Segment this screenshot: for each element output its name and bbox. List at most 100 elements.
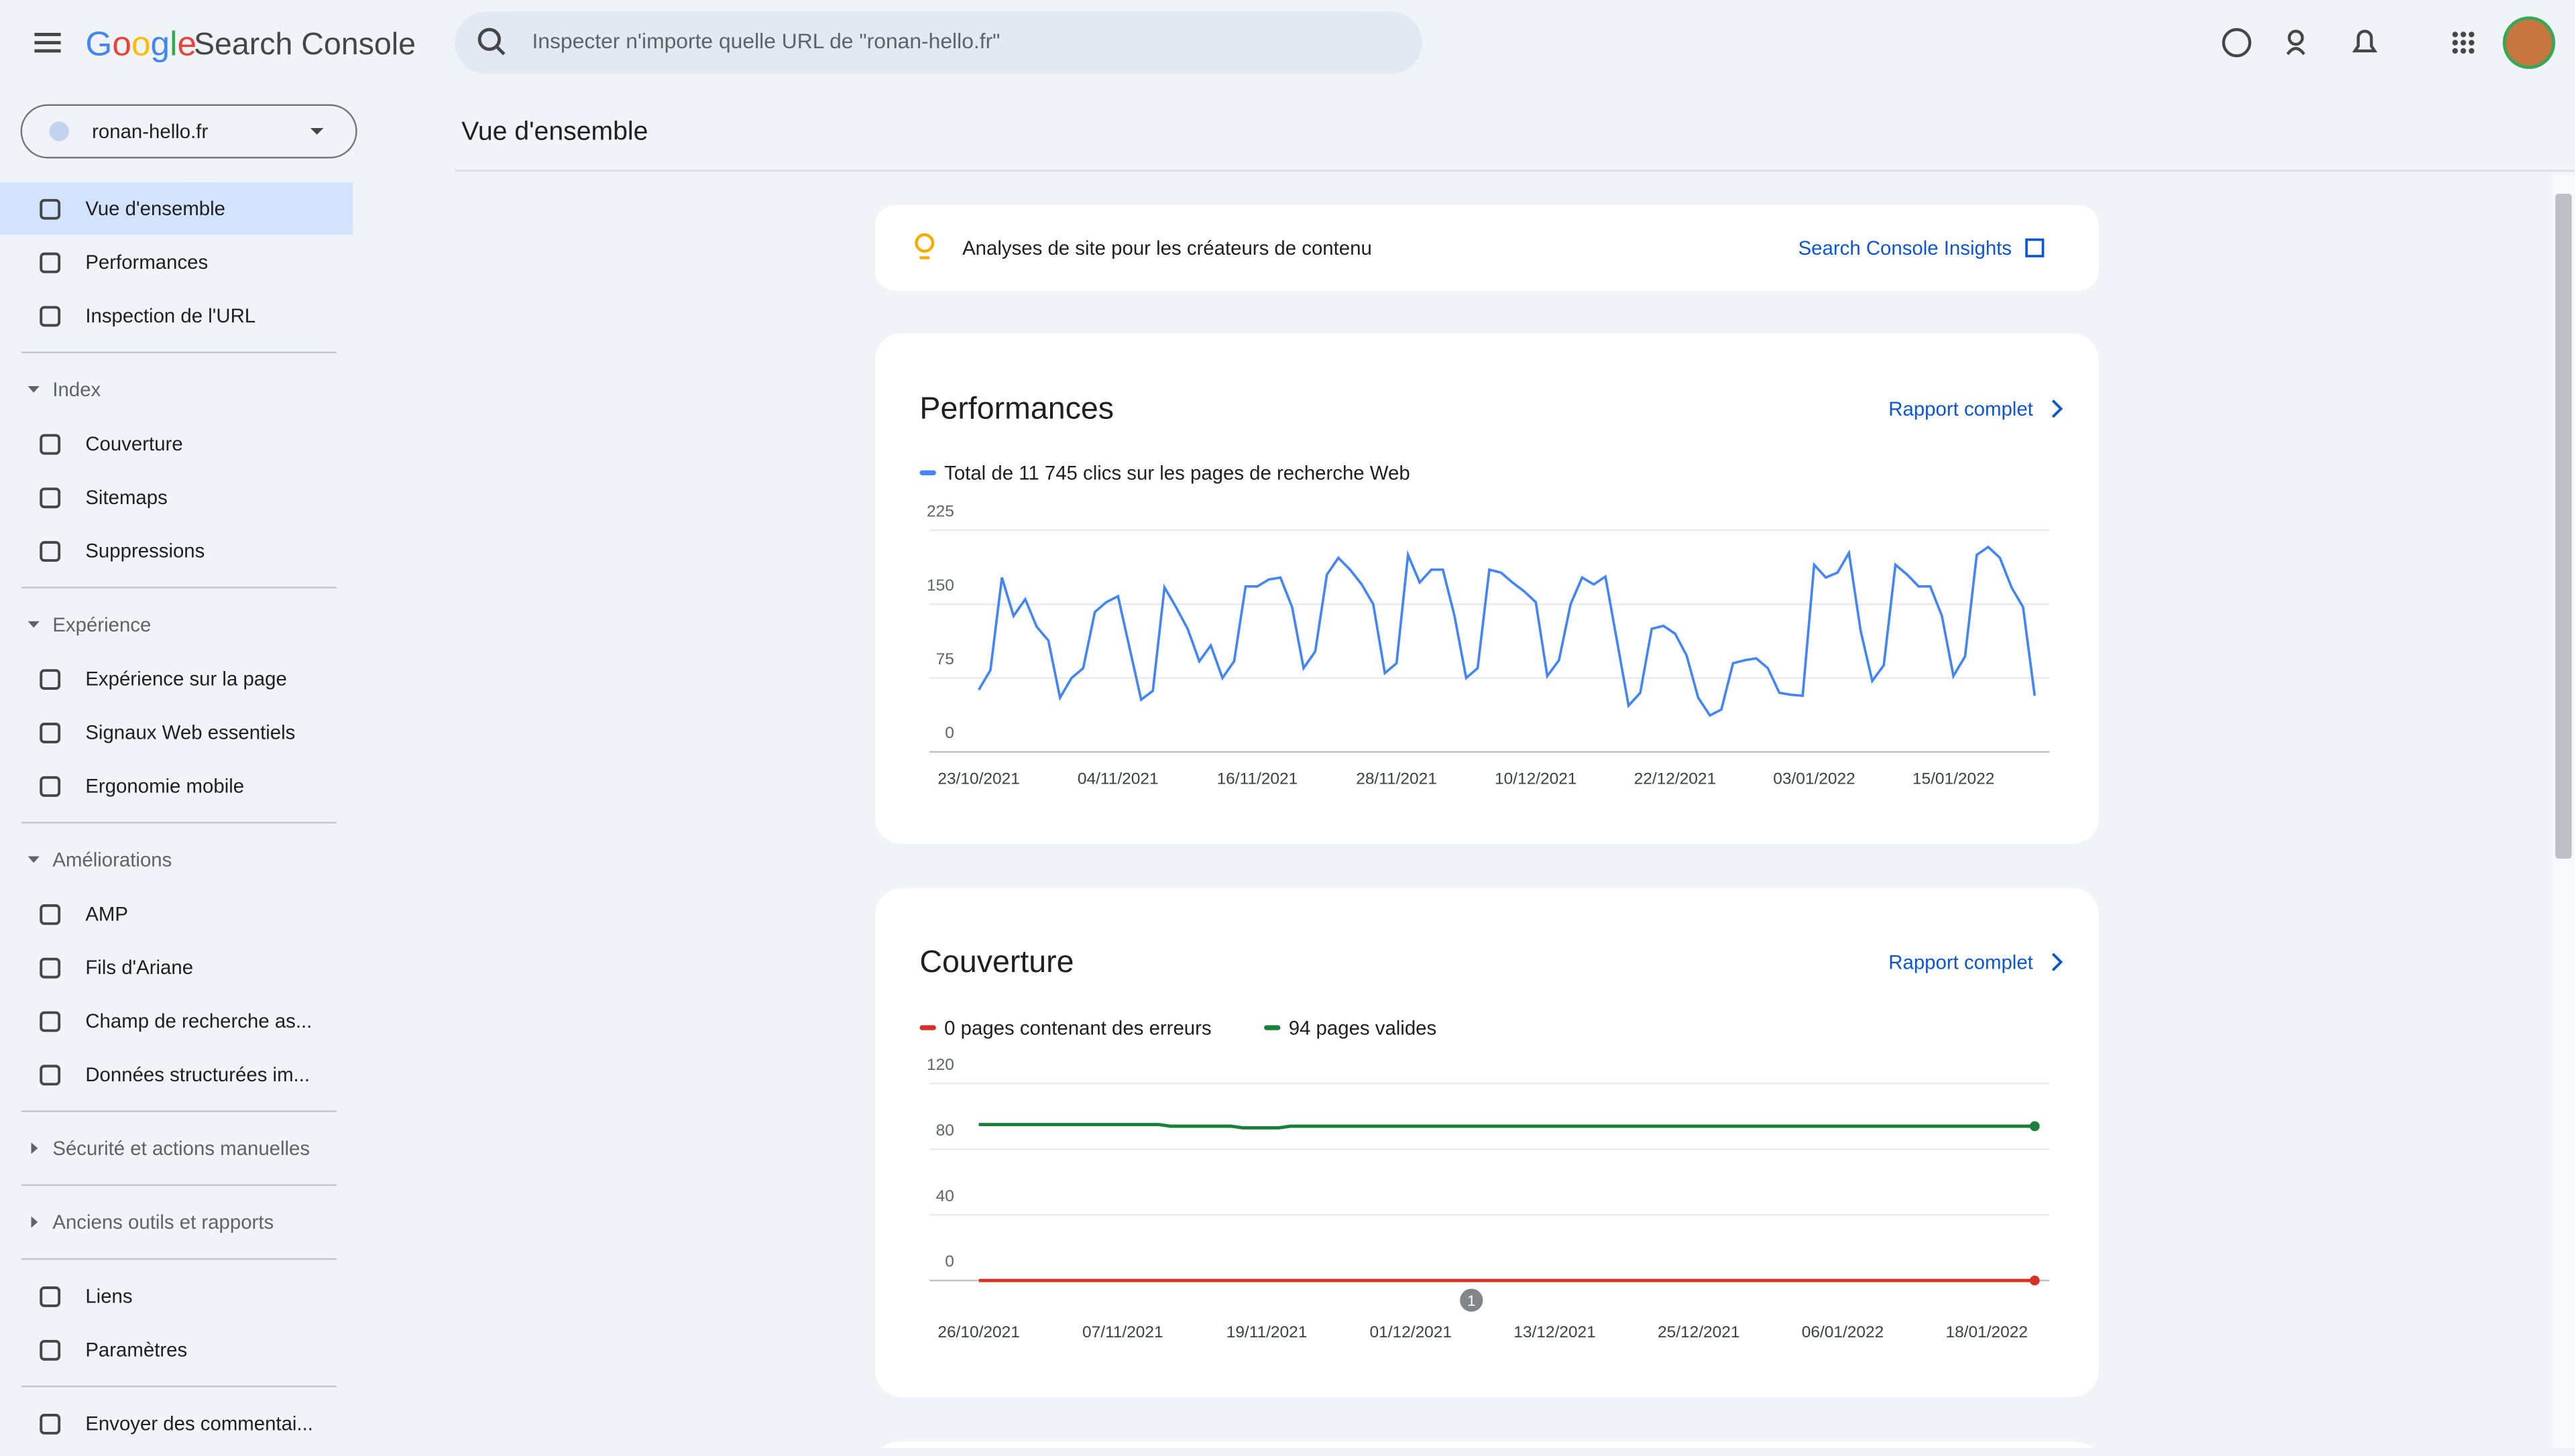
- caret: [27, 856, 40, 863]
- nav-item[interactable]: Champ de recherche as...: [85, 1010, 312, 1032]
- nav-icon: [40, 723, 61, 743]
- x-tick-label: 16/11/2021: [1217, 770, 1298, 788]
- x-tick-label: 15/01/2022: [1912, 770, 1994, 788]
- nav-icon: [40, 252, 61, 274]
- nav-icon: [40, 306, 61, 327]
- legend-swatch: [919, 1025, 936, 1030]
- insights-link[interactable]: Search Console Insights: [1798, 237, 2012, 259]
- nav-icon: [40, 669, 61, 690]
- search-placeholder[interactable]: Inspecter n'importe quelle URL de "ronan…: [532, 29, 1000, 53]
- x-tick-label: 23/10/2021: [937, 770, 1019, 788]
- nav-icon: [40, 198, 61, 220]
- x-tick-label: 07/11/2021: [1082, 1323, 1163, 1341]
- nav-item[interactable]: Sitemaps: [85, 487, 167, 509]
- nav-item[interactable]: Suppressions: [85, 540, 205, 562]
- x-tick-label: 10/12/2021: [1495, 770, 1577, 788]
- nav-icon: [40, 487, 61, 509]
- card-link[interactable]: Rapport complet: [1888, 951, 2033, 973]
- nav-section[interactable]: Index: [52, 379, 101, 401]
- nav-section[interactable]: Améliorations: [52, 849, 172, 871]
- nav-item[interactable]: Paramètres: [85, 1339, 187, 1361]
- nav-item[interactable]: Données structurées im...: [85, 1064, 310, 1086]
- property-icon: [49, 121, 69, 141]
- search-icon: [477, 27, 501, 51]
- nav-item[interactable]: Vue d'ensemble: [85, 198, 225, 220]
- x-tick-label: 26/10/2021: [937, 1323, 1019, 1341]
- page-title: Vue d'ensemble: [461, 117, 648, 146]
- nav-icon: [40, 904, 61, 925]
- nav-icon: [40, 541, 61, 562]
- card-link[interactable]: Rapport complet: [1888, 398, 2033, 420]
- nav-item[interactable]: AMP: [85, 903, 128, 925]
- y-tick-label: 150: [927, 577, 954, 595]
- x-tick-label: 04/11/2021: [1078, 770, 1159, 788]
- apps-icon[interactable]: [2452, 32, 2474, 54]
- y-tick-label: 40: [936, 1187, 954, 1205]
- nav-item[interactable]: Inspection de l'URL: [85, 305, 255, 327]
- legend-label: 94 pages valides: [1289, 1017, 1436, 1039]
- coverage-card: [875, 888, 2099, 1398]
- avatar[interactable]: [2503, 16, 2556, 69]
- next-card: [875, 1441, 2099, 1456]
- dropdown-arrow: [310, 128, 324, 135]
- nav-section[interactable]: Sécurité et actions manuelles: [52, 1138, 310, 1160]
- nav-item[interactable]: Liens: [85, 1285, 132, 1307]
- card-title: Couverture: [919, 944, 1074, 979]
- nav-section[interactable]: Expérience: [52, 614, 151, 636]
- nav-item[interactable]: Couverture: [85, 433, 182, 455]
- legend-label: 0 pages contenant des erreurs: [944, 1017, 1211, 1039]
- logo: Google: [85, 23, 196, 62]
- nav-icon: [40, 434, 61, 455]
- legend-swatch: [1263, 1025, 1281, 1030]
- chevron: [2051, 400, 2063, 418]
- y-tick-label: 0: [945, 724, 954, 742]
- nav-item[interactable]: Performances: [85, 251, 208, 274]
- caret: [31, 1216, 38, 1228]
- nav-item[interactable]: Signaux Web essentiels: [85, 721, 295, 743]
- series-line: [978, 1123, 2035, 1130]
- legend-swatch: [919, 470, 936, 475]
- annotation-label[interactable]: 1: [1467, 1292, 1475, 1309]
- caret: [27, 621, 40, 628]
- end-point: [2029, 1275, 2040, 1286]
- y-tick-label: 225: [927, 503, 954, 521]
- x-tick-label: 01/12/2021: [1370, 1323, 1452, 1341]
- x-tick-label: 22/12/2021: [1634, 770, 1716, 788]
- nav-item[interactable]: Expérience sur la page: [85, 668, 286, 690]
- scrollbar-thumb[interactable]: [2555, 193, 2572, 859]
- nav-icon: [40, 1286, 61, 1307]
- banner-text: Analyses de site pour les créateurs de c…: [962, 237, 1372, 259]
- y-tick-label: 75: [936, 650, 954, 668]
- x-tick-label: 13/12/2021: [1513, 1323, 1595, 1341]
- nav-item[interactable]: Envoyer des commentai...: [85, 1412, 313, 1435]
- x-tick-label: 25/12/2021: [1658, 1323, 1739, 1341]
- users-icon[interactable]: [2287, 29, 2304, 46]
- nav-section[interactable]: Anciens outils et rapports: [52, 1211, 274, 1233]
- y-tick-label: 120: [927, 1056, 954, 1074]
- caret: [27, 386, 40, 393]
- property-selector[interactable]: [20, 104, 357, 159]
- series-line: [978, 545, 2037, 717]
- notifications-icon[interactable]: [2352, 29, 2378, 53]
- x-tick-label: 28/11/2021: [1356, 770, 1437, 788]
- search-box[interactable]: [455, 11, 1422, 74]
- nav-item[interactable]: Ergonomie mobile: [85, 775, 244, 797]
- nav-selected: [300, 182, 353, 235]
- nav-icon: [40, 1339, 61, 1361]
- menu-button[interactable]: [34, 32, 61, 53]
- product-name: Search Console: [194, 26, 416, 61]
- annotation-badge[interactable]: [1460, 1288, 1483, 1312]
- search-icon: [494, 44, 506, 56]
- nav-icon: [40, 1011, 61, 1032]
- x-tick-label: 06/01/2022: [1802, 1323, 1884, 1341]
- nav-selected: [0, 182, 214, 235]
- caret: [31, 1142, 38, 1154]
- card-title: Performances: [919, 391, 1114, 426]
- nav-icon: [40, 1414, 61, 1435]
- x-tick-label: 18/01/2022: [1945, 1323, 2027, 1341]
- help-icon[interactable]: [2222, 27, 2252, 58]
- nav-item[interactable]: Fils d'Ariane: [85, 957, 193, 979]
- property-name[interactable]: ronan-hello.fr: [92, 121, 208, 143]
